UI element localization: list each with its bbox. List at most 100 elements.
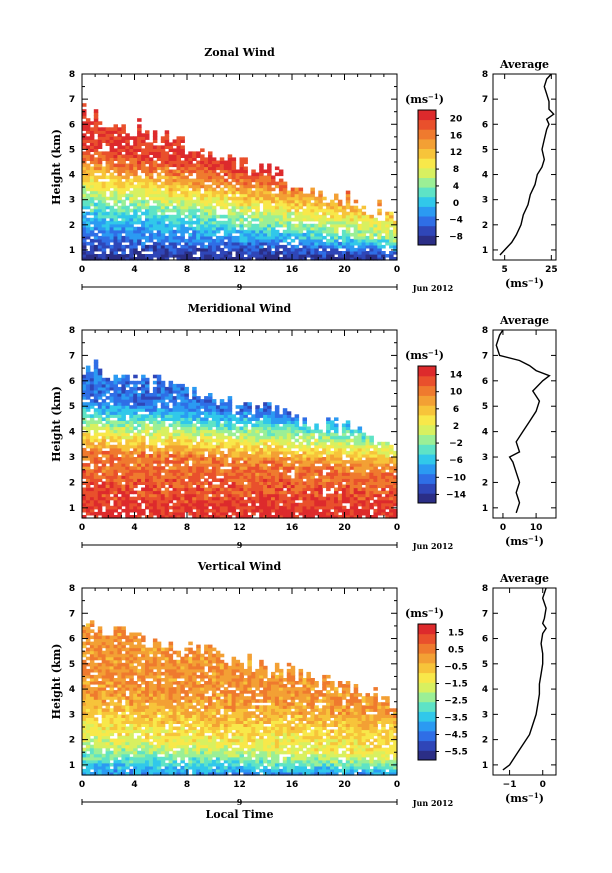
heatmap-cell [184,487,189,492]
heatmap-cell [113,190,118,195]
heatmap-cell [137,241,142,246]
heatmap-cell [200,469,205,473]
heatmap-cell [286,226,292,231]
heatmap-cell [290,244,296,249]
heatmap-cell [349,463,355,467]
heatmap-cell [211,405,217,409]
heatmap-cell [156,178,162,183]
heatmap-cell [121,377,126,382]
heatmap-cell [255,438,260,443]
heatmap-cell [145,184,150,189]
heatmap-cell [310,211,315,216]
heatmap-cell [204,211,209,216]
heatmap-cell [89,393,95,397]
heatmap-cell [89,399,95,403]
heatmap-cell [176,202,181,207]
heatmap-cell [188,257,193,261]
heatmap-cell [196,220,201,225]
heatmap-cell [290,463,296,467]
heatmap-cell [302,450,307,455]
heatmap-cell [357,444,363,449]
heatmap-cell [137,511,142,516]
heatmap-cell [156,478,162,482]
heatmap-cell [298,223,304,228]
heatmap-cell [109,136,115,140]
heatmap-cell [172,460,178,464]
heatmap-cell [326,508,331,513]
heatmap-cell [239,202,244,207]
heatmap-cell [322,214,327,219]
heatmap-cell [117,220,122,225]
heatmap-cell [164,235,170,240]
heatmap-cell [164,435,170,440]
heatmap-cell [105,469,111,473]
heatmap-cell [369,241,374,246]
heatmap-cell [156,202,162,207]
heatmap-cell [330,457,335,461]
heatmap-cell [125,226,130,231]
heatmap-cell [341,435,347,440]
heatmap-cell [184,435,189,440]
heatmap-cell [97,254,103,258]
heatmap-cell [239,205,244,210]
heatmap-cell [239,438,244,443]
heatmap-cell [274,475,280,479]
heatmap-cell [172,172,178,177]
heatmap-cell [251,214,256,219]
heatmap-cell [377,223,382,228]
heatmap-cell [172,447,178,452]
heatmap-cell [117,426,122,431]
heatmap-cell [227,496,233,501]
heatmap-cell [259,463,264,467]
heatmap-cell [125,408,130,412]
heatmap-cell [196,469,201,473]
heatmap-cell [148,148,154,152]
heatmap-cell [164,475,170,479]
heatmap-cell [200,257,205,261]
heatmap-cell [200,450,205,455]
heatmap-cell [148,208,154,213]
heatmap-cell [89,447,95,452]
heatmap-cell [97,411,103,415]
heatmap-cell [361,226,367,231]
heatmap-cell [152,408,158,412]
heatmap-cell [243,423,248,428]
heatmap-cell [196,414,201,418]
heatmap-cell [389,223,394,228]
heatmap-cell [148,502,154,507]
heatmap-cell [82,214,87,219]
heatmap-cell [322,208,327,213]
heatmap-cell [282,232,288,237]
heatmap-cell [160,244,166,249]
heatmap-cell [109,393,115,397]
heatmap-cell [141,196,146,201]
heatmap-cell [337,487,343,492]
heatmap-cell [180,386,185,391]
heatmap-cell [298,463,304,467]
heatmap-cell [113,175,118,180]
heatmap-cell [369,232,374,237]
heatmap-cell [82,199,87,204]
heatmap-cell [259,254,264,258]
heatmap-cell [152,484,158,489]
heatmap-cell [231,438,237,443]
heatmap-cell [314,511,319,516]
heatmap-cell [145,247,150,252]
heatmap-cell [89,469,95,473]
heatmap-cell [160,145,166,149]
heatmap-cell [141,423,146,428]
heatmap-cell [85,423,91,428]
heatmap-cell [314,208,319,213]
heatmap-cell [271,193,276,198]
heatmap-cell [113,166,118,171]
heatmap-cell [235,481,241,485]
heatmap-cell [385,214,390,219]
heatmap-cell [180,457,185,461]
heatmap-cell [160,229,166,234]
heatmap-cell [235,438,241,443]
heatmap-cell [129,208,134,213]
heatmap-cell [129,484,134,489]
heatmap-cell [196,238,201,243]
heatmap-cell [255,208,260,213]
heatmap-cell [101,232,107,237]
